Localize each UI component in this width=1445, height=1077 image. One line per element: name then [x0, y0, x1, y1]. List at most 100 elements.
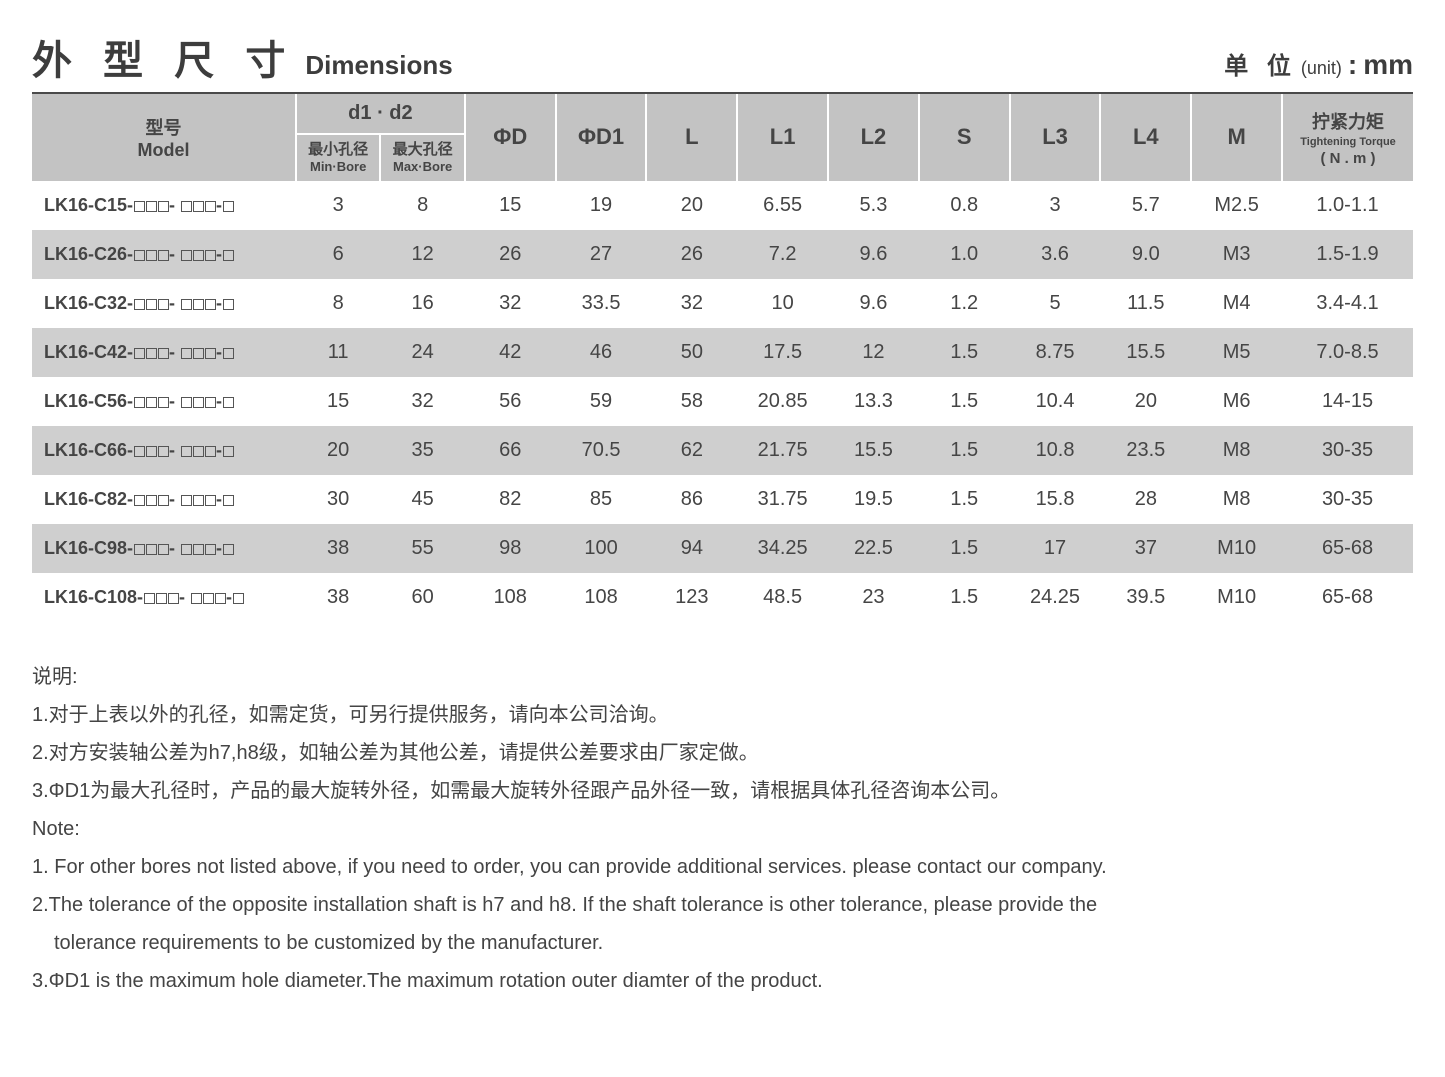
cell-L3: 5: [1010, 279, 1101, 328]
cell-L3: 3.6: [1010, 230, 1101, 279]
note-cn-2: 2.对方安装轴公差为h7,h8级，如轴公差为其他公差，请提供公差要求由厂家定做。: [32, 734, 1413, 772]
cell-L4: 39.5: [1100, 573, 1191, 622]
cell-model: LK16-C108-- -: [32, 573, 296, 622]
cell-max_bore: 60: [380, 573, 464, 622]
cell-model: LK16-C42-- -: [32, 328, 296, 377]
note-en-3: 3.ΦD1 is the maximum hole diameter.The m…: [32, 962, 1413, 1000]
cell-M: M2.5: [1191, 181, 1282, 230]
dimensions-table: 型号 Model d1 · d2 ΦD ΦD1 L L1 L2 S L3 L4 …: [32, 94, 1413, 622]
cell-max_bore: 45: [380, 475, 464, 524]
col-model-en: Model: [36, 140, 291, 161]
cell-phiD1: 70.5: [556, 426, 647, 475]
cell-L: 32: [646, 279, 737, 328]
cell-max_bore: 12: [380, 230, 464, 279]
cell-L1: 34.25: [737, 524, 828, 573]
cell-L4: 37: [1100, 524, 1191, 573]
cell-L: 58: [646, 377, 737, 426]
cell-L4: 15.5: [1100, 328, 1191, 377]
cell-phiD1: 59: [556, 377, 647, 426]
cell-max_bore: 35: [380, 426, 464, 475]
cell-min_bore: 15: [296, 377, 380, 426]
cell-phiD: 26: [465, 230, 556, 279]
cell-L4: 11.5: [1100, 279, 1191, 328]
col-S: S: [919, 94, 1010, 181]
cell-min_bore: 3: [296, 181, 380, 230]
table-body: LK16-C15-- -381519206.555.30.835.7M2.51.…: [32, 181, 1413, 622]
cell-L1: 7.2: [737, 230, 828, 279]
cell-L: 94: [646, 524, 737, 573]
table-row: LK16-C66-- -20356670.56221.7515.51.510.8…: [32, 426, 1413, 475]
model-prefix: LK16-C108-: [44, 587, 143, 607]
cell-L: 62: [646, 426, 737, 475]
cell-torque: 14-15: [1282, 377, 1413, 426]
cell-L4: 28: [1100, 475, 1191, 524]
cell-torque: 7.0-8.5: [1282, 328, 1413, 377]
cell-M: M3: [1191, 230, 1282, 279]
cell-S: 0.8: [919, 181, 1010, 230]
col-model-cn: 型号: [36, 114, 291, 140]
col-max-bore: 最大孔径 Max·Bore: [380, 134, 464, 181]
cell-model: LK16-C15-- -: [32, 181, 296, 230]
cell-torque: 3.4-4.1: [1282, 279, 1413, 328]
cell-phiD: 82: [465, 475, 556, 524]
cell-S: 1.5: [919, 328, 1010, 377]
cell-L2: 23: [828, 573, 919, 622]
col-min-bore-en: Min·Bore: [299, 159, 377, 175]
cell-L1: 20.85: [737, 377, 828, 426]
cell-L2: 19.5: [828, 475, 919, 524]
notes-section: 说明: 1.对于上表以外的孔径，如需定货，可另行提供服务，请向本公司洽询。 2.…: [32, 658, 1413, 1000]
cell-model: LK16-C82-- -: [32, 475, 296, 524]
col-torque: 拧紧力矩 Tightening Torque ( N . m ): [1282, 94, 1413, 181]
col-min-bore-cn: 最小孔径: [299, 141, 377, 159]
page-header: 外 型 尺 寸 Dimensions 单 位 (unit) : mm: [32, 28, 1413, 94]
cell-model: LK16-C66-- -: [32, 426, 296, 475]
cell-L3: 10.8: [1010, 426, 1101, 475]
cell-L3: 17: [1010, 524, 1101, 573]
cell-L2: 9.6: [828, 279, 919, 328]
cell-M: M5: [1191, 328, 1282, 377]
table-row: LK16-C56-- -153256595820.8513.31.510.420…: [32, 377, 1413, 426]
note-en-2a: 2.The tolerance of the opposite installa…: [32, 886, 1413, 924]
unit-block: 单 位 (unit) : mm: [1224, 46, 1413, 81]
cell-phiD1: 100: [556, 524, 647, 573]
cell-L2: 12: [828, 328, 919, 377]
col-torque-en2: ( N . m ): [1287, 150, 1409, 167]
table-row: LK16-C32-- -8163233.532109.61.2511.5M43.…: [32, 279, 1413, 328]
col-phiD: ΦD: [465, 94, 556, 181]
cell-S: 1.5: [919, 377, 1010, 426]
cell-L4: 20: [1100, 377, 1191, 426]
cell-torque: 30-35: [1282, 475, 1413, 524]
cell-L4: 5.7: [1100, 181, 1191, 230]
model-prefix: LK16-C42-: [44, 342, 133, 362]
col-d1d2: d1 · d2: [296, 94, 465, 134]
table-row: LK16-C82-- -304582858631.7519.51.515.828…: [32, 475, 1413, 524]
notes-heading-en: Note:: [32, 810, 1413, 848]
col-L1: L1: [737, 94, 828, 181]
col-torque-en1: Tightening Torque: [1287, 136, 1409, 148]
cell-L3: 10.4: [1010, 377, 1101, 426]
col-max-bore-cn: 最大孔径: [383, 141, 461, 159]
cell-L3: 15.8: [1010, 475, 1101, 524]
cell-torque: 65-68: [1282, 524, 1413, 573]
cell-M: M8: [1191, 475, 1282, 524]
cell-torque: 65-68: [1282, 573, 1413, 622]
cell-S: 1.5: [919, 524, 1010, 573]
cell-model: LK16-C26-- -: [32, 230, 296, 279]
cell-max_bore: 55: [380, 524, 464, 573]
model-prefix: LK16-C66-: [44, 440, 133, 460]
cell-L: 50: [646, 328, 737, 377]
cell-L1: 17.5: [737, 328, 828, 377]
model-prefix: LK16-C98-: [44, 538, 133, 558]
cell-torque: 1.5-1.9: [1282, 230, 1413, 279]
unit-label-en: (unit): [1301, 58, 1342, 79]
table-header: 型号 Model d1 · d2 ΦD ΦD1 L L1 L2 S L3 L4 …: [32, 94, 1413, 181]
col-max-bore-en: Max·Bore: [383, 159, 461, 175]
cell-phiD: 66: [465, 426, 556, 475]
cell-S: 1.5: [919, 475, 1010, 524]
cell-min_bore: 11: [296, 328, 380, 377]
table-row: LK16-C108-- -386010810812348.5231.524.25…: [32, 573, 1413, 622]
cell-L2: 5.3: [828, 181, 919, 230]
cell-min_bore: 8: [296, 279, 380, 328]
cell-phiD: 32: [465, 279, 556, 328]
cell-phiD1: 33.5: [556, 279, 647, 328]
